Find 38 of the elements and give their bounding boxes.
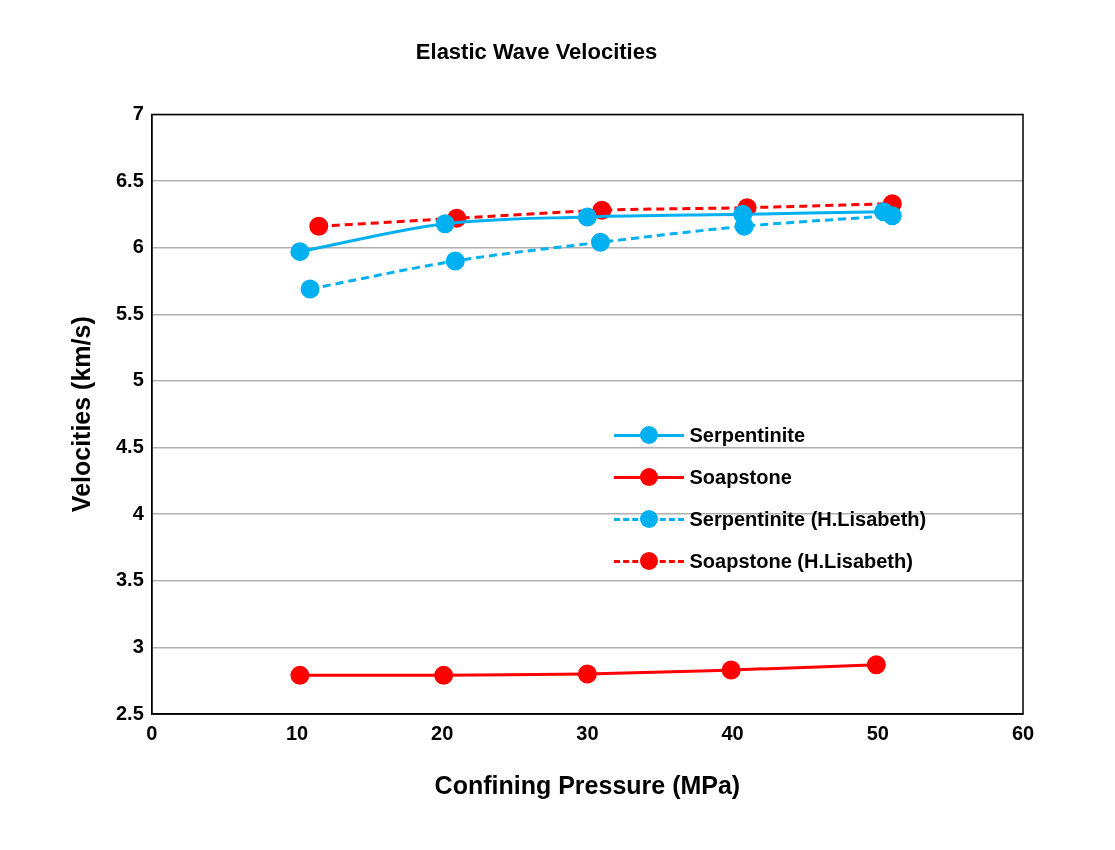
point [290,665,310,685]
point [721,660,741,680]
point [590,232,610,252]
point [435,214,455,234]
y-tick-label: 2.5 [115,701,144,724]
point [445,251,465,271]
legend-label: Soapstone [689,465,792,489]
point [434,665,454,685]
x-tick-label: 50 [866,721,889,744]
x-tick-label: 60 [1011,721,1035,744]
legend-label: Serpentinite [689,423,806,447]
x-axis-title: Confining Pressure (MPa) [434,770,741,799]
x-tick-label: 0 [146,721,158,744]
y-tick-label: 5 [132,368,144,391]
point [874,202,894,222]
y-tick-label: 3.5 [115,568,144,591]
y-tick-label: 4 [132,501,145,524]
legend-label: Soapstone (H.Lisabeth) [689,549,913,573]
point [577,664,597,684]
point [300,279,320,299]
y-axis-title: Velocities (km/s) [66,316,95,513]
point [290,242,310,262]
chart-title: Elastic Wave Velocities [415,39,658,65]
x-tick-label: 30 [576,721,599,744]
x-tick-label: 10 [285,721,309,744]
point [577,207,597,227]
y-tick-label: 7 [132,101,144,124]
point [309,216,329,236]
y-tick-label: 3 [132,634,144,657]
y-tick-label: 6 [132,235,144,258]
y-tick-label: 4.5 [115,435,144,458]
y-tick-label: 5.5 [115,301,144,324]
x-tick-label: 20 [431,721,454,744]
legend-label: Serpentinite (H.Lisabeth) [689,507,927,531]
point [866,655,886,675]
point [733,204,753,224]
x-tick-label: 40 [721,721,744,744]
y-tick-label: 6.5 [115,168,144,191]
